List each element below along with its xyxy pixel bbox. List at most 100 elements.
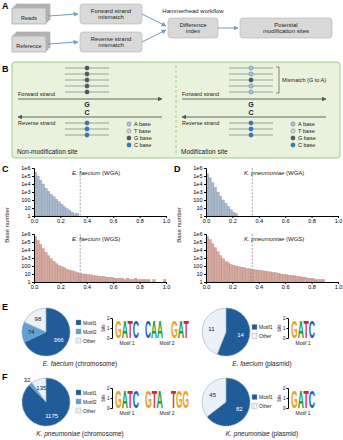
bar <box>39 244 42 282</box>
x-tick: 1.0 <box>335 216 343 224</box>
logo-letters: GATC <box>115 386 139 413</box>
axis-line <box>287 319 289 339</box>
y-tick: 100 <box>193 197 206 203</box>
tick-mark <box>204 192 206 193</box>
forward-base: G <box>84 101 90 108</box>
bar <box>63 207 66 216</box>
y-tick: 10 <box>196 271 206 277</box>
tick-label: 100 <box>193 197 202 203</box>
logo-tick: 1 <box>107 326 112 331</box>
y-tick: 1e3 <box>21 255 34 261</box>
tick-label: 0.8 <box>136 284 144 290</box>
bar <box>232 265 235 282</box>
y-tick: 1e4 <box>21 181 34 187</box>
y-tick: 1 <box>27 213 34 219</box>
bar <box>325 282 328 283</box>
histogram: 0.00.20.40.60.81.01101001e31e41e51e6K. p… <box>176 165 342 243</box>
bar <box>322 280 325 282</box>
legend-dot <box>127 122 131 126</box>
histogram: 0.00.20.40.60.81.01101001e31e41e51e6E. f… <box>21 231 170 290</box>
y-tick: 1e6 <box>21 165 34 171</box>
bar <box>217 252 220 282</box>
motif-logo: 012bitsGATCMotif 1 <box>277 316 315 346</box>
legend-label: Motif1 <box>259 324 273 330</box>
bar <box>55 264 58 282</box>
tick-label: 100 <box>21 263 30 269</box>
bar <box>227 263 230 282</box>
bar <box>105 277 108 282</box>
bar <box>309 278 312 282</box>
step-label: Potentialmodification sites <box>263 22 309 35</box>
motif-label: Motif 1 <box>119 410 134 416</box>
x-tick: 0.2 <box>229 216 237 224</box>
step-box <box>80 32 142 52</box>
bar <box>52 197 55 216</box>
logo-axis: 012 <box>107 316 113 341</box>
legend-label: T base <box>134 128 151 134</box>
tick-label: 1e4 <box>193 247 202 253</box>
bar <box>254 270 257 282</box>
bar <box>97 276 100 282</box>
workflow-title: Hammerhead workflow <box>162 8 224 14</box>
bar <box>277 273 280 282</box>
x-tick: 0.6 <box>110 282 118 290</box>
tick-mark <box>32 208 34 209</box>
tick-label: 1e5 <box>21 239 30 245</box>
tick-mark <box>111 408 113 409</box>
tick-label: 1e6 <box>21 165 30 171</box>
x-tick: 0.2 <box>57 216 65 224</box>
bar <box>314 280 317 282</box>
bar <box>55 199 58 216</box>
y-axis: 1101001e31e41e51e6 <box>21 165 34 219</box>
pie-slice <box>202 378 226 417</box>
tick-mark <box>32 216 34 217</box>
panel-b-frame <box>12 62 340 158</box>
x-axis: 0.00.20.40.60.81.0 <box>203 216 343 224</box>
tick-label: 10 <box>196 205 202 211</box>
panel-b: GCForward strandReverse strandA baseT ba… <box>12 62 340 158</box>
x-tick: 0.6 <box>282 216 290 224</box>
data-label: 11 <box>208 326 215 332</box>
chart-title: E. faecium (WGA) <box>72 170 120 176</box>
x-tick: 0.4 <box>255 282 263 290</box>
data-label: 135 <box>36 385 47 391</box>
bar <box>246 268 249 282</box>
bar <box>39 180 42 216</box>
title-rest: (chromosome) <box>80 430 124 438</box>
tick-label: 1 <box>283 396 286 401</box>
x-tick: 1.0 <box>335 282 343 290</box>
x-tick: 0.0 <box>31 216 39 224</box>
bar <box>47 191 50 216</box>
bar <box>42 184 45 216</box>
logo-tick: 0 <box>107 336 112 341</box>
logo-tick: 1 <box>107 396 112 401</box>
pie-chart: 117532135Motif1Motif2OtherK. pneumoniae … <box>22 377 124 438</box>
bar <box>209 240 212 282</box>
tick-label: 0.6 <box>110 218 118 224</box>
axis-line <box>204 235 207 283</box>
x-tick: 0.2 <box>229 282 237 290</box>
legend-swatch <box>76 408 81 413</box>
bar <box>129 280 132 282</box>
logo-letter: G <box>291 386 298 413</box>
x-tick: 0.8 <box>136 282 144 290</box>
title-rest: (WGS) <box>100 236 120 242</box>
tick-label: 0.0 <box>203 218 211 224</box>
bar <box>155 282 158 283</box>
bar <box>320 280 323 282</box>
title-species: E. faecium <box>232 360 263 367</box>
tick-mark <box>204 282 206 283</box>
logo-letters: GTA <box>145 386 163 413</box>
bar <box>259 270 262 282</box>
logo-letter: C <box>309 316 315 343</box>
legend-label: Motif1 <box>259 394 273 400</box>
text-line: Potential <box>274 22 297 28</box>
bar <box>47 256 50 282</box>
bar <box>211 183 214 216</box>
bar <box>209 178 212 216</box>
logo-tick: 0 <box>283 406 288 411</box>
legend-dot <box>127 129 131 133</box>
title-rest: (WGA) <box>100 170 120 176</box>
tick-mark <box>204 176 206 177</box>
base-dot <box>85 127 89 131</box>
